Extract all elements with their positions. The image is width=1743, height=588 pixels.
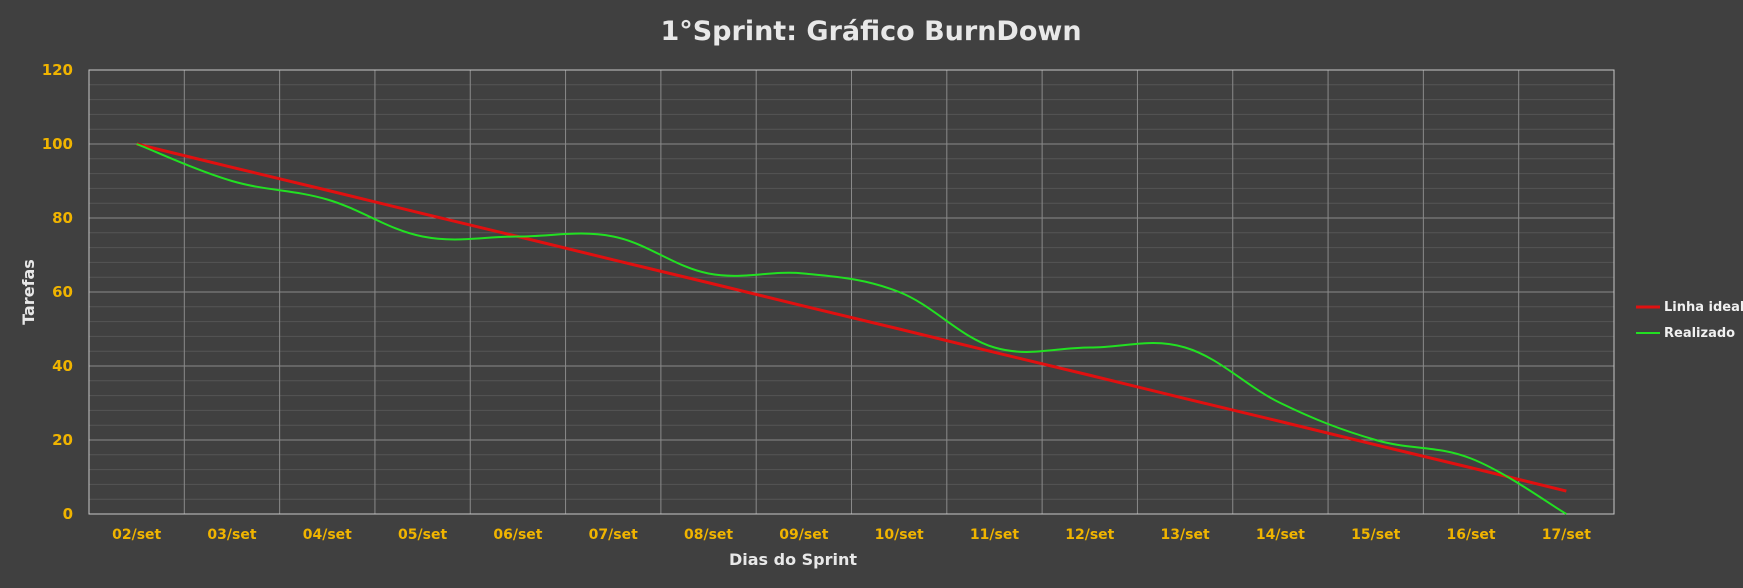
y-tick-label: 20 xyxy=(52,431,73,449)
vertical-gridlines xyxy=(183,70,1520,514)
x-tick-label: 07/set xyxy=(589,527,638,543)
series-layer xyxy=(136,142,1567,515)
legend-label-linha-ideal: Linha ideal xyxy=(1664,300,1743,315)
x-axis-title: Dias do Sprint xyxy=(729,550,857,569)
y-axis-title: Tarefas xyxy=(19,259,38,325)
x-tick-label: 02/set xyxy=(112,527,161,543)
x-tick-label: 10/set xyxy=(875,527,924,543)
legend: Linha ideal Realizado xyxy=(1636,300,1743,341)
y-tick-label: 40 xyxy=(52,357,73,375)
y-tick-label: 80 xyxy=(52,209,73,227)
plot-area xyxy=(88,69,1615,515)
chart-title: 1°Sprint: Gráfico BurnDown xyxy=(660,16,1081,47)
x-tick-label: 14/set xyxy=(1256,527,1305,543)
x-tick-label: 11/set xyxy=(970,527,1019,543)
x-axis-ticks: 02/set 03/set 04/set 05/set 06/set 07/set 08/s… xyxy=(112,527,1591,543)
y-tick-label: 100 xyxy=(42,135,73,153)
y-tick-label: 0 xyxy=(63,505,73,523)
x-tick-label: 05/set xyxy=(398,527,447,543)
x-tick-label: 09/set xyxy=(779,527,828,543)
legend-label-realizado: Realizado xyxy=(1664,326,1735,341)
x-tick-label: 08/set xyxy=(684,527,733,543)
x-tick-label: 04/set xyxy=(303,527,352,543)
x-tick-label: 16/set xyxy=(1446,527,1495,543)
x-tick-label: 17/set xyxy=(1542,527,1591,543)
x-tick-label: 12/set xyxy=(1065,527,1114,543)
x-tick-label: 15/set xyxy=(1351,527,1400,543)
x-tick-label: 03/set xyxy=(207,527,256,543)
series-line-linha-ideal xyxy=(136,142,1567,493)
x-tick-label: 13/set xyxy=(1161,527,1210,543)
y-tick-label: 60 xyxy=(52,283,73,301)
series-line-realizado xyxy=(136,143,1567,515)
y-tick-label: 120 xyxy=(42,61,73,79)
x-tick-label: 06/set xyxy=(493,527,542,543)
y-axis-ticks: 0 20 40 60 80 100 120 xyxy=(42,61,73,523)
